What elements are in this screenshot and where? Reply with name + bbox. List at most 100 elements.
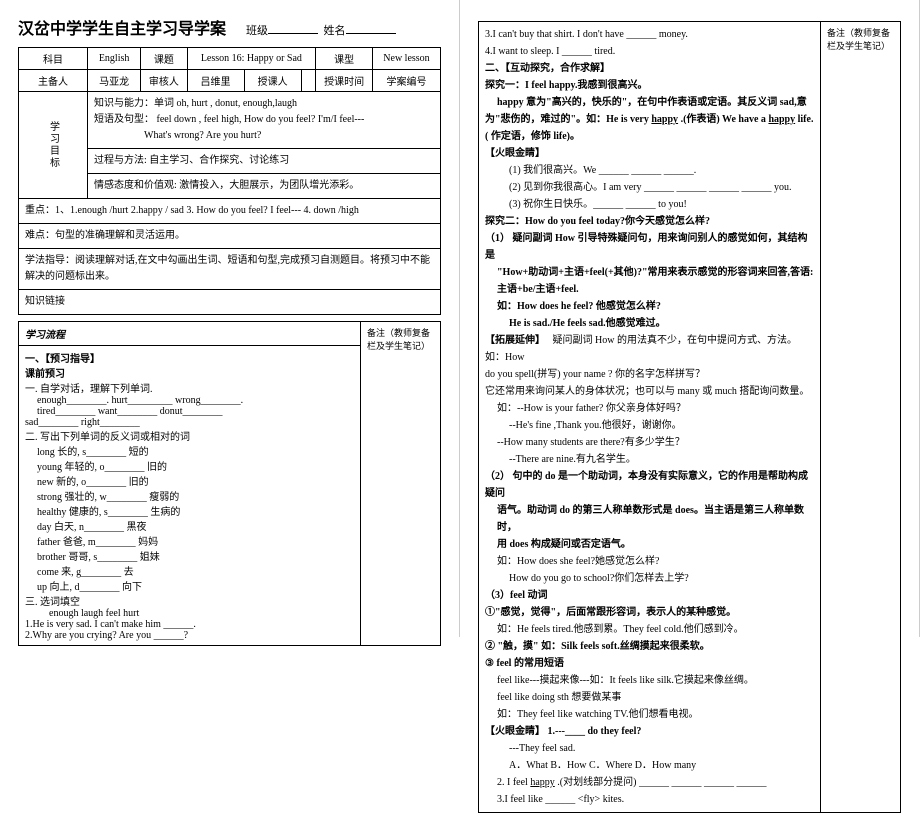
choices: enough laugh feel hurt [25, 608, 354, 619]
e1-2: 为"悲伤的，难过的"。如：He is very happy .(作表语) We … [485, 111, 814, 145]
plan-label: 学案编号 [372, 70, 440, 92]
right-content: 3.I can't buy that shirt. I don't have _… [479, 22, 821, 813]
fire2-label: 【火眼金睛】 [485, 726, 545, 737]
goals-title: 学习目标 [19, 92, 88, 199]
w2: sad________ right________ [25, 417, 354, 428]
flow-title: 学习流程 [19, 322, 361, 346]
q4: 4.I want to sleep. I ______ tired. [485, 43, 814, 60]
f2-1: 1.---____ do they feel? [548, 726, 642, 737]
pt2: （2） 句中的 do 是一个助动词，本身没有实际意义，它的作用是帮助构成疑问 [485, 468, 814, 502]
q1: 1.He is very sad. I can't make him _____… [25, 619, 354, 630]
p9: up 向上, d________ 向下 [25, 578, 354, 593]
pt2-2: 用 does 构成疑问或否定语气。 [485, 536, 814, 553]
pt3-7: 如：They feel like watching TV.他们想看电视。 [485, 706, 814, 723]
class-name-blanks: 班级 姓名 [246, 22, 396, 38]
goals-knowledge: 知识与能力：单词 oh, hurt , donut, enough,laugh … [88, 92, 441, 149]
f2-4b: happy [530, 777, 554, 788]
header-table: 科目 English 课题 Lesson 16: Happy or Sad 课型… [18, 47, 441, 315]
e1-2d: happy [768, 114, 795, 125]
e2-3: 主语+be/主语+feel. [485, 281, 814, 298]
topic-label: 课题 [141, 48, 187, 70]
f1-3: (3) 祝你生日快乐。______ ______ to you! [485, 196, 814, 213]
teacher [301, 70, 316, 92]
note-col: 备注（教师复备栏及学生笔记） [361, 322, 441, 646]
p1: young 年轻的, o________ 旧的 [25, 458, 354, 473]
ext3: 它还常用来询问某人的身体状况；也可以与 many 或 much 搭配询问数量。 [485, 383, 814, 400]
goals-attitude: 情感态度和价值观: 激情投入，大胆展示，为团队增光添彩。 [88, 174, 441, 199]
extend-row: 【拓展延伸】 疑问副词 How 的用法真不少，在句中提问方式、方法。如：How [485, 332, 814, 366]
keypoints: 重点：1、1.enough /hurt 2.happy / sad 3. How… [19, 199, 441, 224]
right-page: 3.I can't buy that shirt. I don't have _… [460, 0, 920, 637]
e1-2c: .(作表语) We have a [681, 114, 766, 125]
e1-1: happy 意为"高兴的，快乐的"，在句中作表语或定语。其反义词 sad,意 [485, 94, 814, 111]
goals-k1: 知识与能力：单词 oh, hurt , donut, enough,laugh [94, 98, 297, 109]
class-label: 班级 [246, 25, 268, 37]
ext5: --He's fine ,Thank you.他很好，谢谢你。 [485, 417, 814, 434]
doc-title: 汉岔中学学生自主学习导学案 [18, 15, 226, 39]
task3: 三. 选词填空 [25, 593, 354, 608]
q3: 3.I can't buy that shirt. I don't have _… [485, 26, 814, 43]
f2-5: 3.I feel like ______ <fly> kites. [485, 791, 814, 808]
subject-label: 科目 [19, 48, 88, 70]
subject: English [88, 48, 141, 70]
explore1-title: 探究一：I feel happy.我感到很高兴。 [485, 77, 814, 94]
task2: 二. 写出下列单词的反义词或相对的词 [25, 428, 354, 443]
pt3-5: feel like---摸起来像---如：It feels like silk.… [485, 672, 814, 689]
topic: Lesson 16: Happy or Sad [187, 48, 316, 70]
flow-title-text: 学习流程 [25, 330, 65, 341]
f1-2: (2) 见到你我很高心。I am very ______ ______ ____… [485, 179, 814, 196]
task1: 一. 自学对话，理解下列单词. [25, 380, 354, 395]
explore2-title: 探究二：How do you feel today?你今天感觉怎么样? [485, 213, 814, 230]
pt3: （3）feel 动词 [485, 587, 814, 604]
e1-2b: happy [651, 114, 678, 125]
e2-2: "How+助动词+主语+feel(+其他)?"常用来表示感觉的形容词来回答,答语… [485, 264, 814, 281]
pt3-3: ② "触，摸" 如：Silk feels soft.丝绸摸起来很柔软。 [485, 638, 814, 655]
f2-3: A．What B．How C．Where D．How many [485, 757, 814, 774]
ext6: --How many students are there?有多少学生？ [485, 434, 814, 451]
pt2-1: 语气。助动词 do 的第三人称单数形式是 does。当主语是第三人称单数时， [485, 502, 814, 536]
ext2: do you spell(拼写) your name ? 你的名字怎样拼写？ [485, 366, 814, 383]
w0: enough________. hurt_________ wrong_____… [25, 395, 354, 406]
name-label: 姓名 [324, 25, 346, 37]
section2: 二、【互动探究，合作求解】 [485, 60, 814, 77]
type-label: 课型 [316, 48, 373, 70]
fire1: 【火眼金睛】 [485, 145, 814, 162]
right-table: 3.I can't buy that shirt. I don't have _… [478, 21, 901, 813]
pt3-2: 如：He feels tired.他感到累。They feel cold.他们感… [485, 621, 814, 638]
w1: tired________ want________ donut________ [25, 406, 354, 417]
p0: long 长的, s________ 短的 [25, 443, 354, 458]
e2-5: He is sad./He feels sad.他感觉难过。 [485, 315, 814, 332]
goals-k3: What's wrong? Are you hurt? [144, 130, 261, 141]
e1-2a: 为"悲伤的，难过的"。如：He is very [485, 114, 649, 125]
goals-k2: 短语及句型： feel down , feel high, How do you… [94, 114, 364, 125]
title-row: 汉岔中学学生自主学习导学案 班级 姓名 [18, 15, 441, 39]
e2-1: （1） 疑问副词 How 引导特殊疑问句，用来询问别人的感觉如何，其结构是 [485, 230, 814, 264]
f2-4a: 2. I feel [497, 777, 528, 788]
f2-2: ---They feel sad. [485, 740, 814, 757]
p3: strong 强壮的, w________ 瘦弱的 [25, 488, 354, 503]
time-label: 授课时间 [316, 70, 373, 92]
f1-1: (1) 我们很高兴。We ______ ______ ______. [485, 162, 814, 179]
p6: father 爸爸, m________ 妈妈 [25, 533, 354, 548]
f2-4: 2. I feel happy .(对划线部分提问) ______ ______… [485, 774, 814, 791]
q2: 2.Why are you crying? Are you ______? [25, 630, 354, 641]
preparer-label: 主备人 [19, 70, 88, 92]
tip: 知识链接 [19, 290, 441, 315]
flow-content: 一、【预习指导】 课前预习 一. 自学对话，理解下列单词. enough____… [19, 346, 361, 646]
extend-label: 【拓展延伸】 [485, 335, 545, 346]
reviewer: 吕维里 [187, 70, 244, 92]
preview-title: 一、【预习指导】 [25, 350, 354, 365]
teacher-label: 授课人 [244, 70, 301, 92]
ext4: 如：--How is your father? 你父亲身体好吗？ [485, 400, 814, 417]
p5: day 白天, n________ 黑夜 [25, 518, 354, 533]
preparer: 马亚龙 [88, 70, 141, 92]
p2: new 新的, o________ 旧的 [25, 473, 354, 488]
method: 学法指导：阅读理解对话,在文中勾画出生词、短语和句型,完成预习自测题目。将预习中… [19, 249, 441, 290]
difficulties: 难点：句型的准确理解和灵活运用。 [19, 224, 441, 249]
p4: healthy 健康的, s________ 生病的 [25, 503, 354, 518]
ext7: --There are nine.有九名学生。 [485, 451, 814, 468]
p8: come 来, g________ 去 [25, 563, 354, 578]
f2-4c: .(对划线部分提问) ______ ______ ______ ______ [557, 777, 766, 788]
left-page: 汉岔中学学生自主学习导学案 班级 姓名 科目 English 课题 Lesson… [0, 0, 460, 637]
p7: brother 哥哥, s________ 姐妹 [25, 548, 354, 563]
